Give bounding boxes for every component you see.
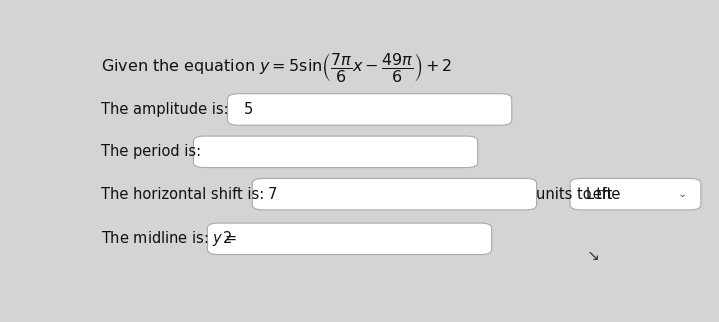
Text: The period is:: The period is: — [101, 144, 201, 159]
Text: 7: 7 — [268, 187, 278, 202]
FancyBboxPatch shape — [227, 94, 512, 125]
Text: units to the: units to the — [536, 187, 620, 202]
Text: ↖: ↖ — [583, 247, 596, 262]
Text: The horizontal shift is:: The horizontal shift is: — [101, 187, 264, 202]
Text: ⌄: ⌄ — [677, 189, 687, 199]
FancyBboxPatch shape — [207, 223, 492, 255]
Text: The amplitude is:: The amplitude is: — [101, 102, 229, 117]
Text: The midline is: $y =$: The midline is: $y =$ — [101, 229, 237, 248]
Text: 5: 5 — [243, 102, 252, 117]
Text: Given the equation $y = 5\sin\!\left(\dfrac{7\pi}{6}x - \dfrac{49\pi}{6}\right) : Given the equation $y = 5\sin\!\left(\df… — [101, 51, 452, 84]
FancyBboxPatch shape — [252, 178, 536, 210]
Text: 2: 2 — [223, 231, 232, 246]
FancyBboxPatch shape — [193, 136, 477, 167]
Text: Left: Left — [586, 187, 613, 202]
FancyBboxPatch shape — [570, 178, 701, 210]
